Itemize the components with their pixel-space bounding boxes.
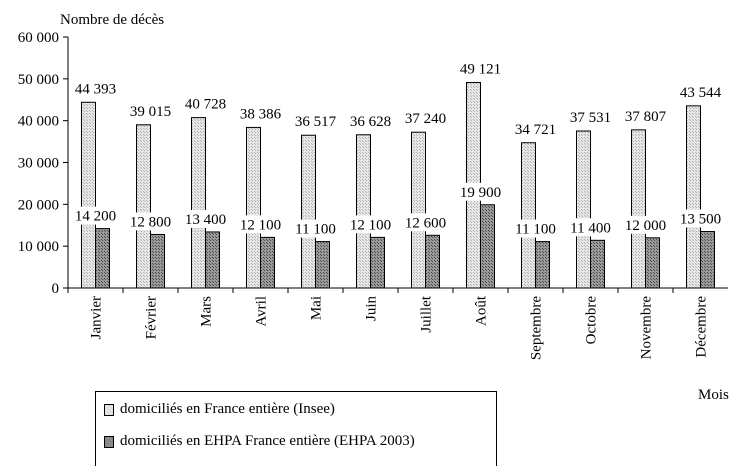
bar-insee [81, 101, 96, 289]
bar-insee [301, 134, 316, 289]
x-tick-label: Avril [254, 296, 270, 327]
bar-insee [521, 142, 536, 289]
y-tick-label: 50 000 [18, 72, 59, 88]
y-tick-label: 10 000 [18, 239, 59, 255]
data-label-ehpa: 12 000 [625, 218, 666, 234]
x-tick-label: Janvier [89, 296, 105, 339]
data-label-insee: 37 531 [570, 110, 611, 126]
data-label-insee: 43 544 [680, 85, 722, 101]
bar-insee [136, 124, 151, 289]
data-label-ehpa: 12 100 [240, 217, 281, 233]
y-tick-label: 20 000 [18, 197, 59, 213]
bar-ehpa [700, 231, 715, 289]
x-tick-label: Mars [199, 296, 215, 327]
bar-ehpa [370, 236, 385, 289]
bar-ehpa [315, 241, 330, 289]
data-label-insee: 44 393 [75, 81, 116, 97]
data-label-bg [452, 182, 509, 201]
data-label-insee: 38 386 [240, 106, 282, 122]
x-tick-label: Septembre [529, 296, 545, 360]
bar-ehpa [95, 228, 110, 289]
legend: domiciliés en France entière (Insee) dom… [95, 391, 497, 466]
bar-ehpa [480, 204, 495, 289]
data-label-bg [232, 215, 289, 234]
data-label-insee: 37 240 [405, 111, 446, 127]
axes-layer: 0 10 000 20 000 30 000 40 000 50 000 60 000 Jan… [18, 30, 728, 360]
bar-insee [411, 131, 426, 289]
data-label-bg [617, 215, 674, 234]
x-tick-label: Février [144, 296, 160, 339]
y-axis-title: Nombre de décès [60, 12, 164, 28]
data-label-insee: 40 728 [185, 97, 226, 113]
x-tick-label: Juin [364, 296, 380, 322]
data-label-insee: 39 015 [130, 104, 171, 120]
data-label-ehpa: 13 400 [185, 212, 226, 228]
data-label-bg [342, 215, 399, 234]
x-tick-label: Mai [309, 296, 325, 320]
legend-label-ehpa: domiciliés en EHPA France entière (EHPA … [120, 433, 415, 449]
data-label-bg [672, 209, 729, 228]
bar-insee [246, 126, 261, 289]
data-label-bg [67, 206, 124, 225]
data-label-ehpa: 11 100 [515, 222, 556, 238]
y-tick-label: 40 000 [18, 114, 59, 130]
data-label-ehpa: 12 600 [405, 215, 446, 231]
bar-insee [631, 129, 646, 289]
data-label-insee: 34 721 [515, 122, 556, 138]
data-label-bg [287, 219, 344, 238]
bar-ehpa [425, 234, 440, 289]
legend-item-ehpa: domiciliés en EHPA France entière (EHPA … [104, 433, 415, 450]
bar-insee [576, 130, 591, 289]
bar-ehpa [205, 231, 220, 289]
bar-ehpa [590, 239, 605, 289]
data-label-ehpa: 12 800 [130, 214, 171, 230]
bar-ehpa [260, 236, 275, 289]
data-label-bg [397, 213, 454, 232]
bar-ehpa [645, 237, 660, 289]
data-label-bg [177, 209, 234, 228]
y-tick-label: 30 000 [18, 156, 59, 172]
data-label-ehpa: 11 400 [570, 220, 611, 236]
x-tick-label: Novembre [639, 296, 655, 360]
data-label-bg [122, 212, 179, 231]
x-tick-label: Juillet [419, 295, 435, 332]
data-label-insee: 49 121 [460, 62, 501, 78]
legend-label-insee: domiciliés en France entière (Insee) [120, 401, 335, 417]
bar-ehpa [150, 233, 165, 289]
data-label-insee: 37 807 [625, 109, 667, 125]
data-label-ehpa: 12 100 [350, 217, 391, 233]
legend-swatch-ehpa [104, 435, 114, 448]
x-tick-label: Août [474, 295, 490, 326]
x-axis-title: Mois [698, 387, 729, 403]
x-tick-label: Décembre [694, 296, 710, 358]
bar-ehpa [535, 241, 550, 289]
legend-swatch-insee [104, 403, 114, 416]
y-tick-label: 60 000 [18, 30, 59, 46]
data-label-ehpa: 11 100 [295, 222, 336, 238]
legend-item-insee: domiciliés en France entière (Insee) [104, 401, 335, 418]
bar-insee [686, 105, 701, 289]
data-label-bg [507, 219, 564, 238]
data-label-bg [562, 218, 619, 237]
bar-insee [356, 134, 371, 289]
data-label-ehpa: 14 200 [75, 209, 116, 225]
data-label-insee: 36 517 [295, 114, 337, 130]
data-label-ehpa: 19 900 [460, 185, 501, 201]
x-tick-label: Octobre [584, 296, 600, 345]
bars-layer: 44 393 14 200 39 015 12 800 40 728 13 400 38 3… [67, 62, 729, 289]
data-label-insee: 36 628 [350, 114, 391, 130]
y-tick-label: 0 [52, 281, 60, 297]
data-label-ehpa: 13 500 [680, 212, 721, 228]
bar-insee [191, 117, 206, 289]
